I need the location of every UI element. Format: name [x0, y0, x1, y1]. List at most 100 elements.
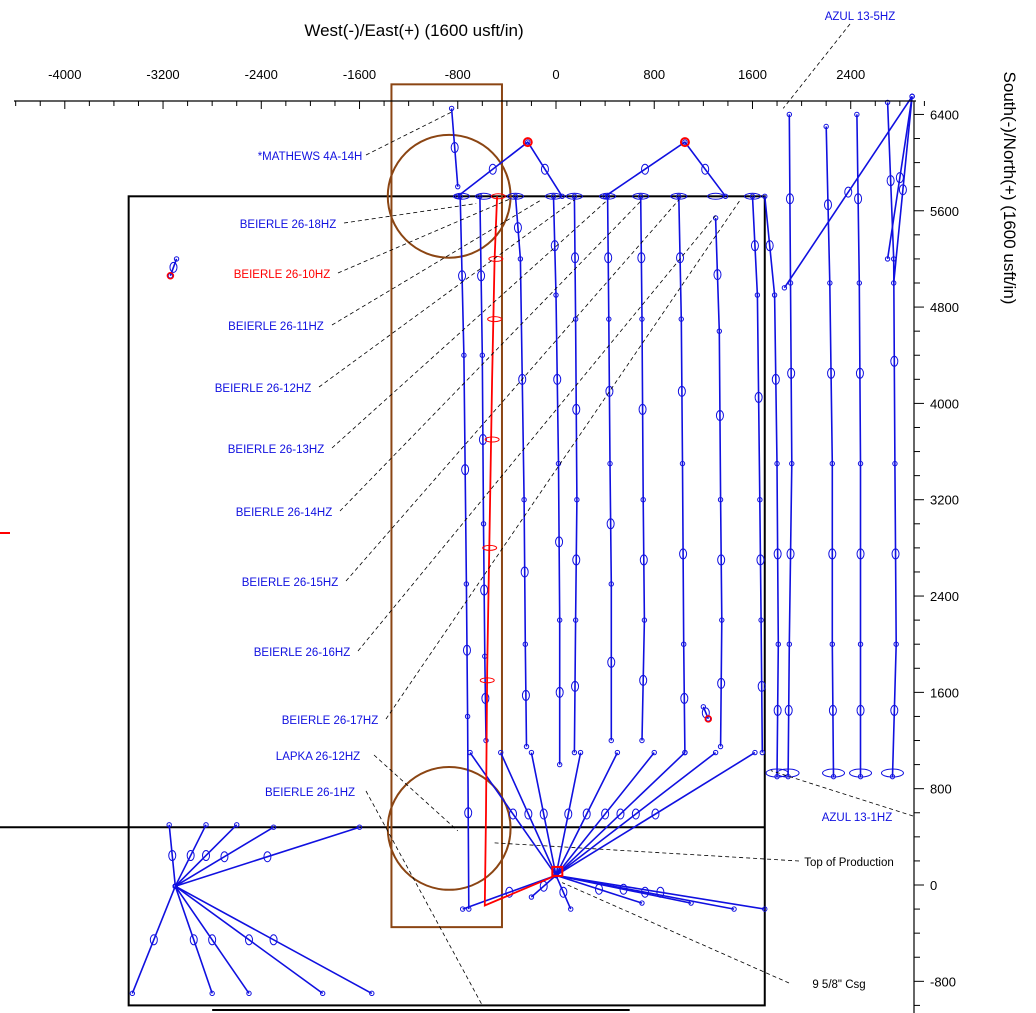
survey-point — [892, 460, 898, 467]
survey-point — [731, 906, 737, 912]
uncertainty-ellipse — [786, 548, 795, 560]
uncertainty-ellipse — [601, 808, 610, 820]
survey-point — [167, 273, 174, 279]
landing-ellipse — [822, 768, 846, 778]
survey-point — [455, 183, 461, 190]
landing-ellipse — [452, 192, 470, 200]
offset-well-path — [787, 114, 793, 777]
uncertainty-ellipse — [481, 692, 490, 704]
label-leader — [365, 111, 452, 156]
survey-point — [749, 193, 756, 200]
uncertainty-ellipse — [477, 270, 486, 282]
uncertainty-ellipse — [886, 175, 895, 187]
y-tick-label: 3200 — [930, 493, 959, 508]
landing-ellipse — [599, 192, 617, 200]
offset-well-path — [764, 196, 780, 777]
label-leader — [339, 199, 643, 512]
survey-point — [681, 641, 687, 647]
offset-wells-layer — [129, 93, 915, 997]
uncertainty-ellipse — [619, 883, 628, 895]
uncertainty-ellipse — [168, 850, 177, 862]
well-label: BEIERLE 26-12HZ — [215, 383, 312, 395]
x-tick-label: -1600 — [343, 67, 376, 82]
offset-well-path — [886, 96, 913, 260]
offset-well-path — [783, 95, 913, 289]
offset-well-path — [555, 874, 643, 904]
survey-point — [607, 460, 613, 467]
uncertainty-ellipse — [564, 808, 573, 820]
surface-location-marker — [522, 137, 533, 148]
survey-point — [678, 316, 684, 322]
landing-ellipse — [707, 192, 725, 200]
survey-point — [909, 93, 915, 100]
survey-point — [209, 990, 215, 997]
uncertainty-ellipse — [856, 548, 865, 560]
offset-well-path — [606, 196, 613, 741]
uncertainty-ellipse — [828, 548, 837, 560]
uncertainty-ellipse — [605, 385, 614, 397]
survey-point — [528, 749, 535, 756]
offset-well-path — [530, 752, 557, 876]
survey-point — [893, 641, 899, 647]
y-tick-label: 6400 — [930, 107, 959, 122]
uncertainty-ellipse — [464, 807, 473, 819]
uncertainty-ellipse — [844, 186, 853, 198]
offset-well-path — [555, 752, 582, 876]
uncertainty-ellipse — [637, 252, 646, 264]
lease-outlines-layer — [386, 83, 512, 929]
survey-point — [827, 280, 833, 286]
label-leader — [337, 198, 511, 274]
survey-point — [608, 737, 614, 744]
y-tick-label: 5600 — [930, 204, 959, 219]
survey-point — [574, 497, 580, 503]
uncertainty-ellipse — [555, 686, 564, 698]
label-leader — [357, 215, 716, 652]
survey-point — [517, 256, 524, 262]
survey-point — [608, 581, 614, 587]
uncertainty-ellipse — [169, 261, 178, 273]
uncertainty-ellipse — [524, 808, 533, 820]
well-label: LAPKA 26-12HZ — [276, 751, 360, 763]
uncertainty-ellipse — [828, 704, 837, 716]
survey-point — [528, 894, 535, 900]
landing-ellipse — [765, 768, 789, 778]
offset-well-path — [450, 108, 459, 187]
x-tick-label: -800 — [445, 67, 471, 82]
uncertainty-ellipse — [220, 851, 229, 863]
uncertainty-ellipse — [784, 704, 793, 716]
label-leaders-layer — [318, 23, 914, 1006]
uncertainty-ellipse — [189, 934, 198, 946]
survey-point — [461, 352, 467, 358]
section-lines-layer — [0, 195, 766, 1011]
subject-well-marker — [488, 255, 504, 262]
survey-point — [856, 280, 863, 286]
offset-well-path — [555, 875, 572, 910]
survey-point — [480, 521, 487, 527]
offset-well-path — [555, 874, 692, 904]
landing-ellipse — [880, 768, 904, 778]
offset-well-path — [457, 140, 563, 197]
survey-point — [771, 292, 778, 298]
uncertainty-ellipse — [571, 680, 580, 692]
uncertainty-ellipse — [559, 886, 568, 898]
label-leader — [345, 199, 680, 582]
survey-point — [891, 280, 897, 286]
survey-point — [786, 641, 793, 647]
survey-point — [857, 641, 864, 647]
offset-well-path — [168, 824, 177, 887]
landing-ellipse — [670, 192, 688, 200]
survey-point — [553, 292, 559, 298]
x-tick-label: -2400 — [245, 67, 278, 82]
subject-well-path — [483, 196, 557, 907]
label-leader — [343, 203, 477, 224]
axes-layer: -4000 -3200 -2400 -1600 -800 0 800 1600 2400 6400… — [14, 67, 959, 1013]
survey-point — [459, 906, 466, 912]
offset-well-path — [174, 885, 250, 994]
survey-point — [525, 139, 531, 145]
uncertainty-ellipse — [771, 373, 780, 385]
survey-point — [129, 990, 136, 997]
offset-well-path — [469, 752, 557, 876]
uncertainty-ellipse — [521, 689, 530, 701]
uncertainty-ellipse — [606, 518, 615, 530]
